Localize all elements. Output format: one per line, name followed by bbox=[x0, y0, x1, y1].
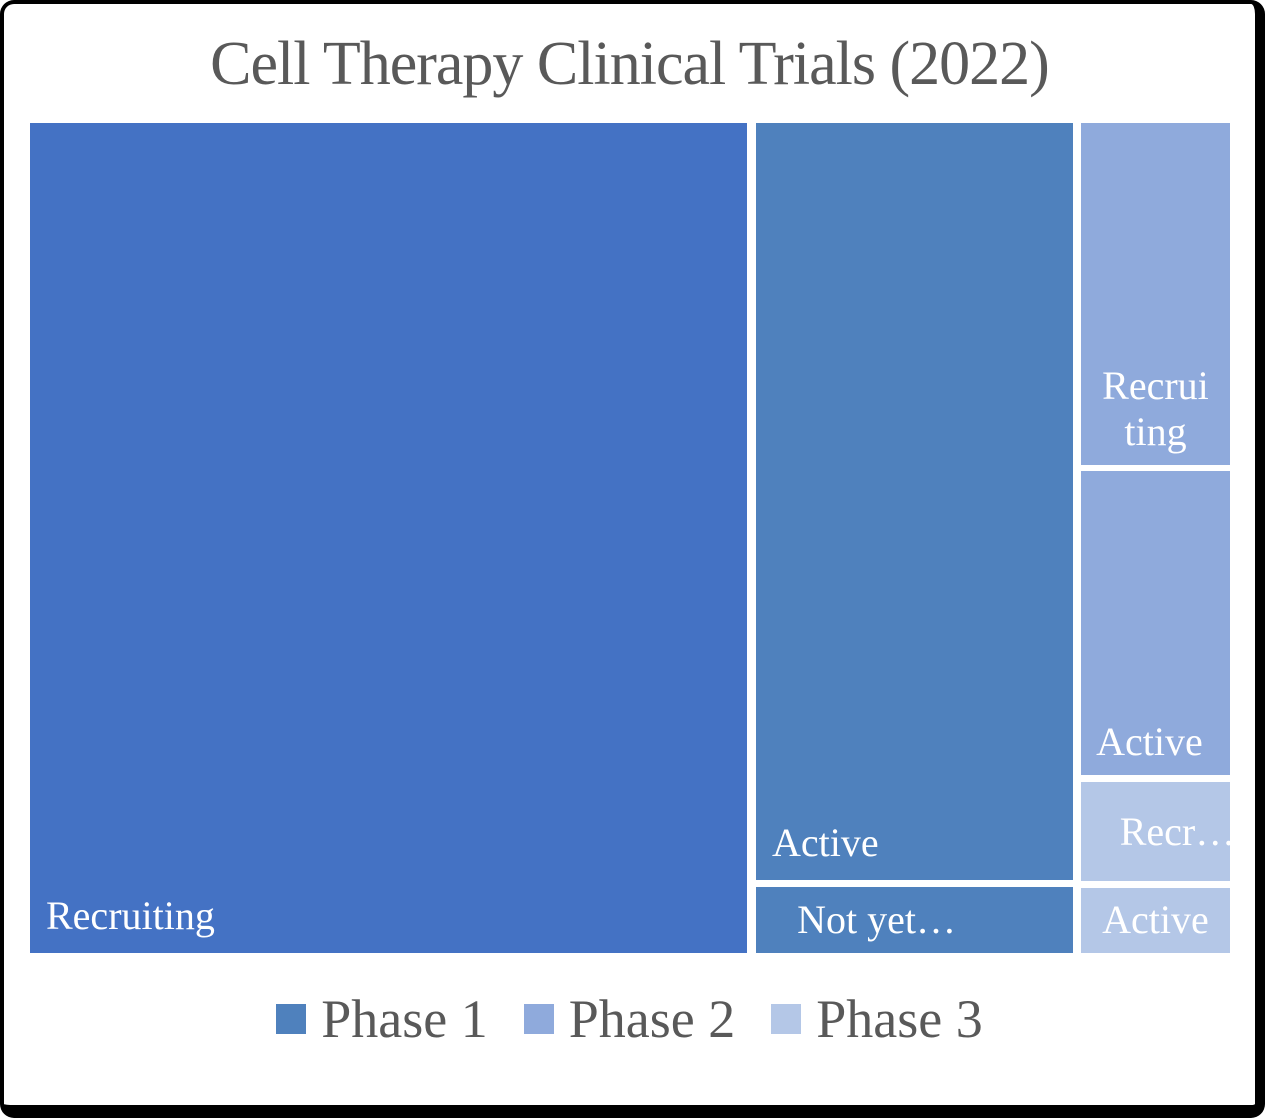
tile-label: Active bbox=[772, 819, 879, 865]
phase-3-swatch-icon bbox=[771, 1004, 802, 1034]
treemap-tile-phase-1-not-yet: Not yet… bbox=[756, 887, 1074, 953]
treemap-tile-phase-3-active: Active bbox=[1080, 888, 1230, 953]
legend-label: Phase 2 bbox=[568, 989, 736, 1049]
tile-label: Not yet… bbox=[797, 896, 956, 942]
phase-2-swatch-icon bbox=[523, 1004, 554, 1034]
legend-item-phase-3: Phase 3 bbox=[771, 989, 983, 1049]
treemap-tile-phase-1-active: Active bbox=[756, 123, 1074, 880]
chart-title: Cell Therapy Clinical Trials (2022) bbox=[210, 30, 1050, 98]
tile-label: Recr… bbox=[1119, 808, 1230, 854]
treemap-tile-phase-3-recr: Recr… bbox=[1080, 782, 1230, 882]
legend-label: Phase 1 bbox=[321, 989, 488, 1049]
treemap-tile-phase-2-active: Active bbox=[1080, 471, 1230, 776]
tile-label: Active bbox=[1096, 719, 1203, 765]
treemap-plot-area: Recruiting Active Not yet… Recrui ting Active… bbox=[30, 123, 1230, 953]
phase-1-swatch-icon bbox=[276, 1004, 307, 1034]
tile-label: Active bbox=[1102, 897, 1209, 943]
legend-item-phase-2: Phase 2 bbox=[523, 989, 736, 1049]
legend-item-phase-1: Phase 1 bbox=[276, 989, 488, 1049]
legend-label: Phase 3 bbox=[816, 989, 983, 1049]
chart-legend: Phase 1 Phase 2 Phase 3 bbox=[4, 992, 1255, 1046]
tile-label: Recruiting bbox=[46, 893, 215, 938]
treemap-tile-phase-2-recruiting: Recrui ting bbox=[1080, 123, 1230, 465]
treemap-tile-phase-1-recruiting: Recruiting bbox=[30, 123, 747, 953]
